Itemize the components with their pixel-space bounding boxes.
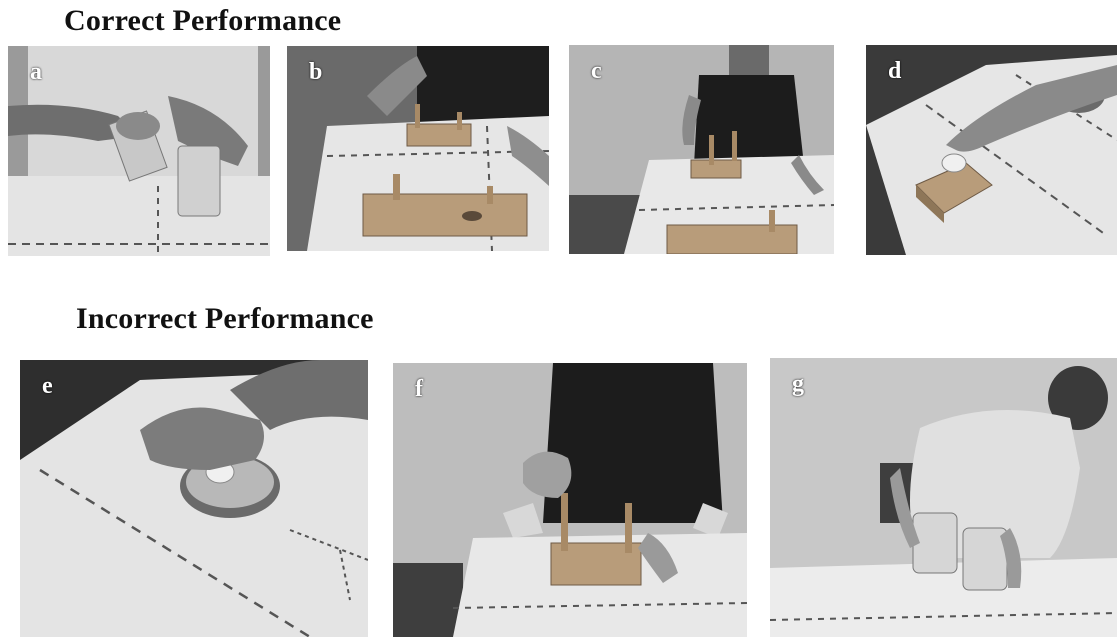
photo-label: g: [792, 371, 804, 397]
photo-e-image: [20, 360, 368, 637]
photo-g: g: [770, 358, 1117, 637]
incorrect-performance-heading: Incorrect Performance: [76, 302, 374, 335]
photo-c: c: [569, 45, 834, 254]
photo-d: d: [866, 45, 1117, 255]
photo-c-image: [569, 45, 834, 254]
photo-f: f: [393, 363, 747, 637]
photo-e: e: [20, 360, 368, 637]
photo-label: e: [42, 373, 53, 399]
photo-a: a: [8, 46, 270, 256]
photo-a-image: [8, 46, 270, 256]
photo-g-image: [770, 358, 1117, 637]
photo-label: b: [309, 59, 323, 85]
photo-d-image: [866, 45, 1117, 255]
photo-b-image: [287, 46, 549, 251]
photo-label: f: [415, 376, 423, 402]
photo-label: d: [888, 58, 902, 84]
photo-b: b: [287, 46, 549, 251]
photo-f-image: [393, 363, 747, 637]
photo-label: a: [30, 59, 42, 85]
correct-performance-heading: Correct Performance: [64, 4, 342, 37]
photo-label: c: [591, 58, 602, 84]
